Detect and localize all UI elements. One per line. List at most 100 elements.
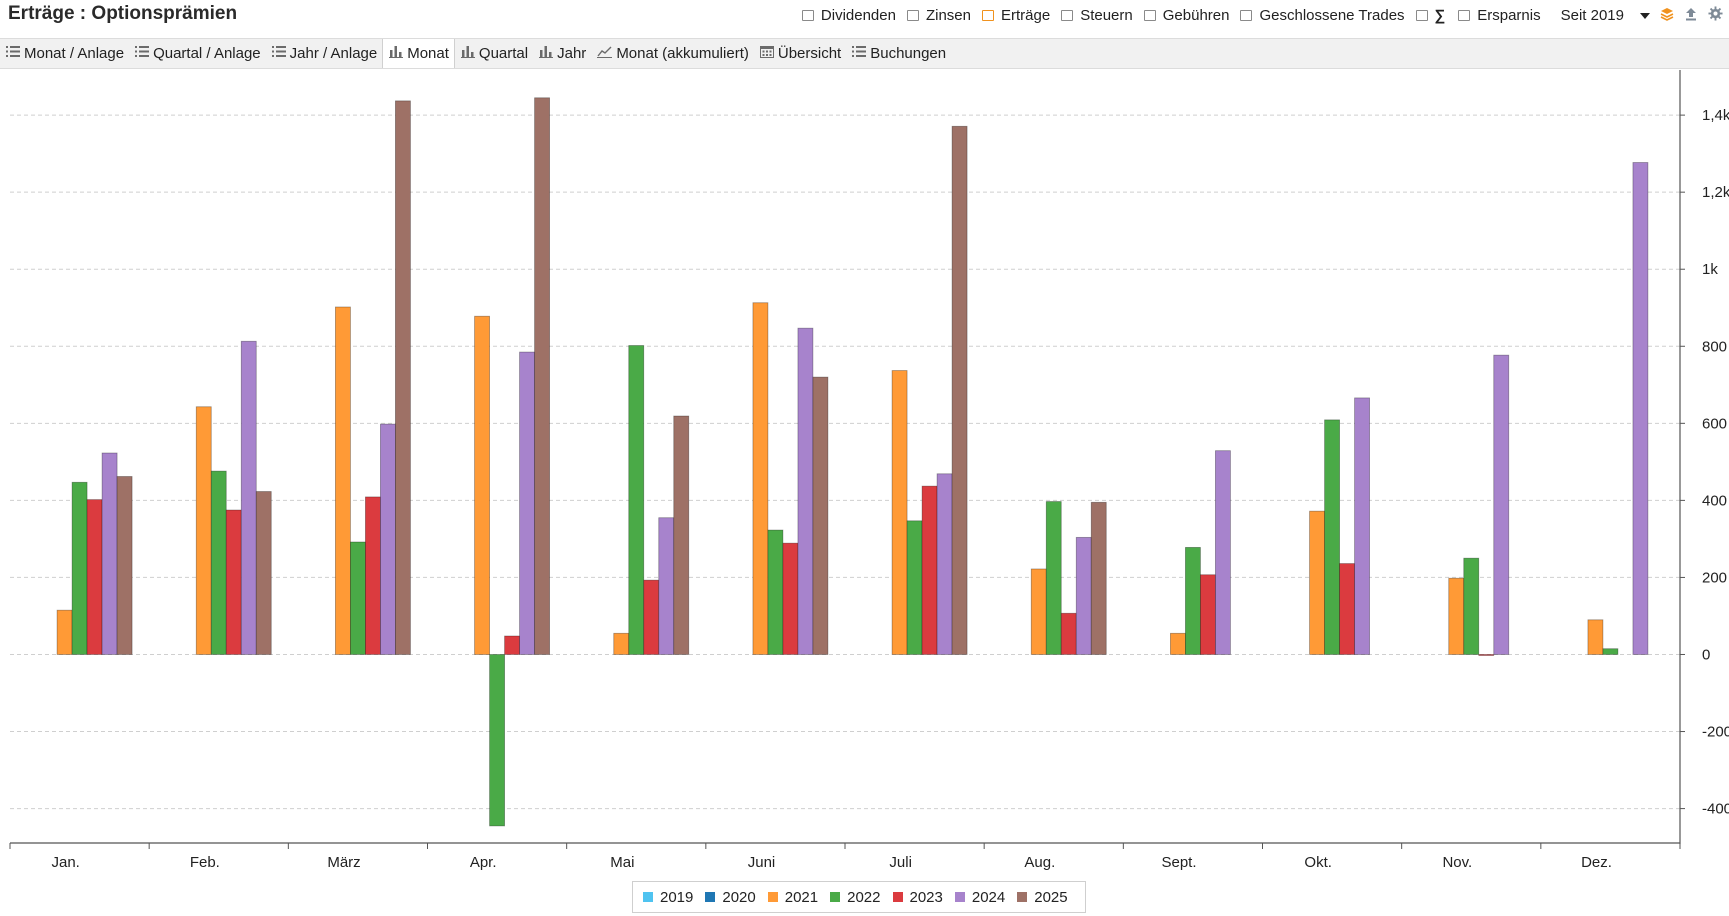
- filter-ertraege[interactable]: Erträge: [982, 7, 1050, 24]
- tab-uebersicht[interactable]: Übersicht: [754, 39, 846, 68]
- header-bar: Erträge : Optionsprämien Dividenden Zins…: [0, 0, 1729, 32]
- bar-2023: [643, 579, 660, 655]
- bar-2023: [365, 496, 381, 655]
- tab-jahr[interactable]: Jahr: [533, 39, 591, 68]
- layers-icon[interactable]: [1660, 7, 1674, 25]
- filter-gebuehren[interactable]: Gebühren: [1143, 7, 1229, 24]
- legend-item-2023[interactable]: 2023: [892, 889, 943, 906]
- bar-2024: [1632, 162, 1649, 655]
- x-tick-label: Juli: [889, 854, 912, 871]
- bar-2023: [1060, 612, 1077, 655]
- y-tick-label: -400: [1702, 801, 1729, 818]
- tab-label: Quartal: [478, 45, 529, 62]
- y-tick-label: 200: [1702, 569, 1727, 586]
- legend-swatch: [767, 892, 778, 902]
- bar-2024: [1075, 536, 1092, 655]
- x-tick-label: Apr.: [470, 854, 497, 871]
- legend-item-2019[interactable]: 2019: [643, 889, 693, 906]
- bar-2022: [1045, 501, 1062, 655]
- y-tick-label: 1,2k: [1702, 184, 1729, 201]
- checkbox-icon[interactable]: [1458, 10, 1471, 21]
- filter-sum-toggle[interactable]: ∑: [1415, 7, 1459, 24]
- checkbox-icon[interactable]: [906, 10, 919, 21]
- bar-2024: [519, 351, 535, 655]
- filter-geschlossene-trades[interactable]: Geschlossene Trades: [1240, 7, 1405, 24]
- bar-chart-icon: [539, 45, 557, 62]
- filter-label: Geschlossene Trades: [1259, 7, 1405, 24]
- page-title: Erträge : Optionsprämien: [8, 3, 238, 24]
- bar-2023: [504, 635, 520, 655]
- gear-icon[interactable]: [1708, 6, 1723, 25]
- bar-2024: [240, 340, 257, 655]
- list-icon: [6, 45, 24, 62]
- legend-item-2021[interactable]: 2021: [767, 889, 818, 906]
- filter-zinsen[interactable]: Zinsen: [906, 7, 971, 24]
- filter-ersparnis[interactable]: Ersparnis: [1458, 7, 1541, 24]
- legend-item-2024[interactable]: 2024: [954, 888, 1006, 906]
- tab-monat-anlage[interactable]: Monat / Anlage: [0, 39, 129, 68]
- legend-swatch: [892, 892, 903, 902]
- legend-label: 2022: [847, 888, 881, 906]
- checkbox-icon[interactable]: [1240, 10, 1253, 21]
- view-tabs: Monat / Anlage Quartal / Anlage Jahr / A…: [0, 38, 1729, 69]
- bar-2021: [1030, 568, 1047, 655]
- bar-2025: [255, 491, 272, 655]
- sum-symbol: ∑: [1434, 7, 1446, 24]
- bar-2022: [71, 481, 88, 655]
- bar-2021: [474, 315, 490, 655]
- bar-2024: [658, 517, 675, 655]
- legend-label: 2024: [971, 888, 1006, 906]
- bar-2024: [101, 452, 118, 655]
- tab-buchungen[interactable]: Buchungen: [846, 39, 951, 68]
- checkbox-icon[interactable]: [1061, 10, 1074, 21]
- legend-item-2022[interactable]: 2022: [830, 888, 881, 906]
- checkbox-icon[interactable]: [982, 10, 994, 21]
- list-icon: [852, 45, 870, 62]
- bar-2023: [1339, 563, 1355, 655]
- legend-label: 2025: [1034, 888, 1068, 906]
- tab-jahr-anlage[interactable]: Jahr / Anlage: [266, 39, 383, 68]
- bar-2025: [395, 100, 411, 655]
- bar-2025: [116, 476, 133, 655]
- filter-label: Steuern: [1080, 7, 1133, 24]
- y-tick-label: 1,4k: [1702, 107, 1729, 124]
- checkbox-icon[interactable]: [801, 10, 814, 21]
- bar-2022: [350, 541, 366, 655]
- tab-quartal[interactable]: Quartal: [455, 39, 533, 68]
- bar-2021: [613, 632, 630, 655]
- tab-monat-akkumuliert[interactable]: Monat (akkumuliert): [591, 39, 754, 68]
- tab-label: Jahr / Anlage: [289, 45, 378, 62]
- tab-monat[interactable]: Monat: [382, 39, 455, 68]
- tab-label: Übersicht: [777, 45, 842, 62]
- period-dropdown[interactable]: Seit 2019: [1561, 7, 1650, 24]
- line-chart-icon: [597, 45, 616, 62]
- upload-icon[interactable]: [1684, 7, 1698, 25]
- x-tick-label: März: [327, 854, 360, 871]
- checkbox-icon[interactable]: [1415, 10, 1428, 21]
- checkbox-icon[interactable]: [1143, 10, 1156, 21]
- filter-dividenden[interactable]: Dividenden: [801, 7, 896, 24]
- legend-item-2020[interactable]: 2020: [705, 889, 756, 906]
- legend-swatch: [830, 892, 841, 902]
- x-tick-label: Mai: [610, 854, 634, 871]
- tab-label: Monat: [407, 45, 449, 62]
- tab-quartal-anlage[interactable]: Quartal / Anlage: [129, 39, 266, 68]
- period-label: Seit 2019: [1560, 7, 1624, 24]
- filter-steuern[interactable]: Steuern: [1061, 7, 1133, 24]
- bar-2022: [906, 520, 923, 655]
- bar-2021: [1448, 577, 1465, 655]
- bar-2025: [1090, 501, 1107, 655]
- bar-2022: [767, 529, 784, 655]
- legend-item-2025[interactable]: 2025: [1017, 888, 1068, 906]
- x-tick-label: Feb.: [190, 854, 220, 871]
- x-tick-label: Nov.: [1442, 854, 1472, 871]
- bar-2021: [195, 406, 212, 655]
- tab-label: Monat / Anlage: [24, 45, 125, 62]
- tab-label: Monat (akkumuliert): [616, 45, 749, 62]
- x-tick-label: Dez.: [1581, 854, 1612, 871]
- filter-label: Ersparnis: [1477, 7, 1541, 24]
- bar-2023: [225, 509, 242, 655]
- x-tick-label: Okt.: [1304, 854, 1332, 871]
- bar-2024: [797, 327, 814, 655]
- bar-2021: [335, 306, 351, 655]
